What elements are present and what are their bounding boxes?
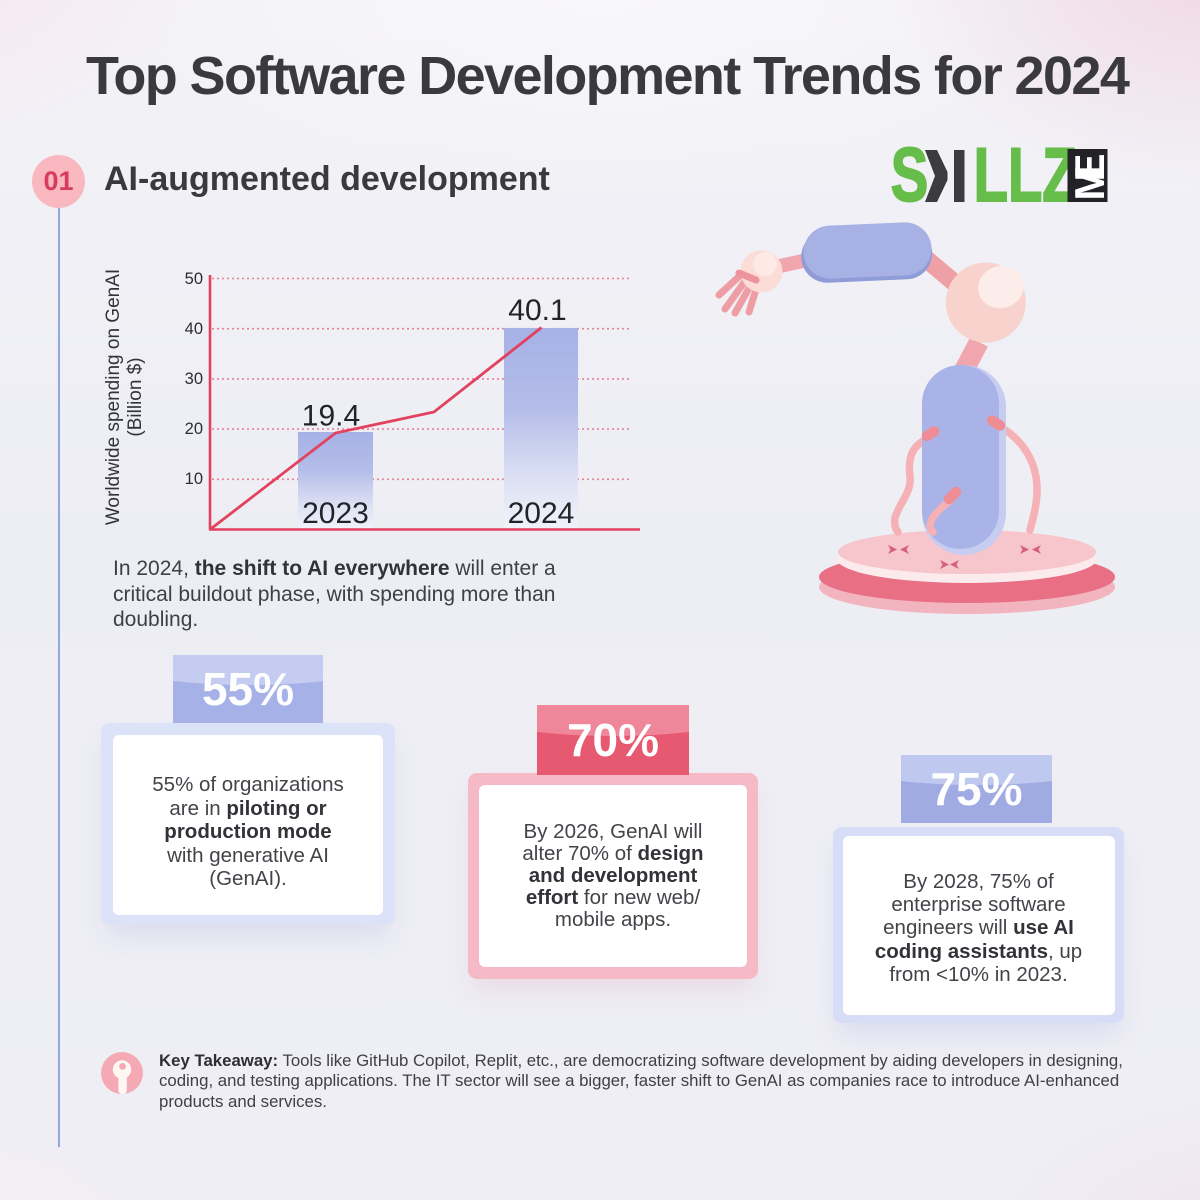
svg-text:20: 20 [185,420,203,438]
svg-text:LLZ: LLZ [974,146,1077,208]
svg-text:2023: 2023 [302,497,369,530]
svg-text:50: 50 [185,270,203,288]
svg-text:19.4: 19.4 [302,400,360,433]
svg-text:(Billion $): (Billion $) [125,357,146,436]
svg-text:S: S [891,146,929,208]
svg-text:Worldwide spending on GenAI: Worldwide spending on GenAI [103,269,124,525]
svg-text:10: 10 [185,470,203,488]
svg-text:ME: ME [1066,154,1113,201]
svg-text:40: 40 [185,320,203,338]
svg-text:30: 30 [185,370,203,388]
svg-text:2024: 2024 [508,497,575,530]
svg-text:40.1: 40.1 [508,294,566,327]
